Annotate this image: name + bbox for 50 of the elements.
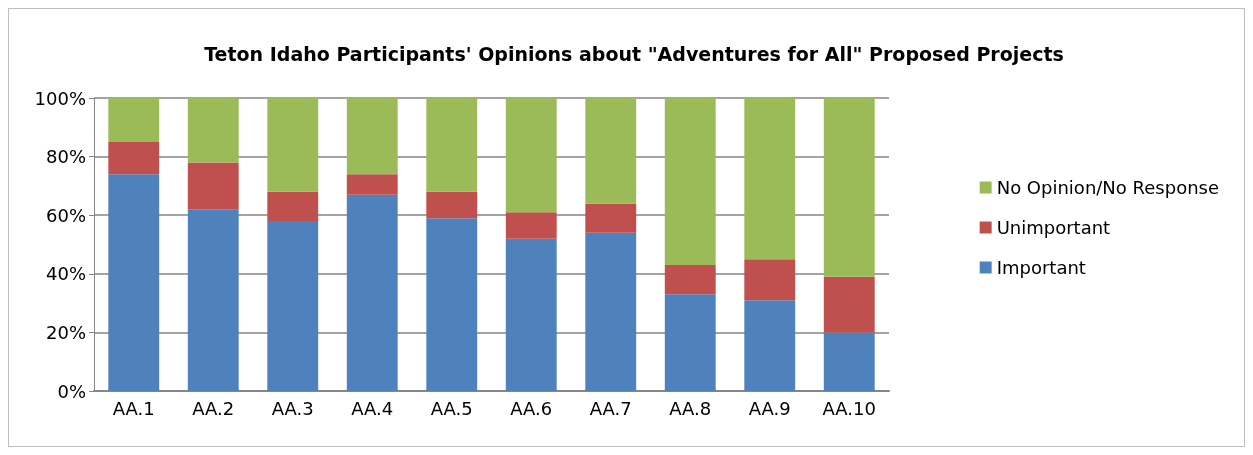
y-tick-label: 60% (45, 204, 86, 226)
bar (346, 194, 398, 391)
bar (505, 238, 557, 391)
bar (267, 98, 319, 192)
bar (744, 300, 796, 391)
bar (505, 98, 557, 213)
bar (585, 98, 637, 204)
y-tick-label: 80% (45, 146, 86, 168)
y-tick-label: 40% (45, 263, 86, 285)
legend-label: Unimportant (996, 217, 1111, 238)
bar (108, 174, 160, 391)
bar (744, 259, 796, 301)
bar (664, 294, 716, 391)
x-tick-label: AA.10 (822, 397, 876, 419)
bar (505, 212, 557, 239)
x-tick-label: AA.4 (351, 397, 394, 419)
bar (585, 203, 637, 233)
bar (664, 98, 716, 266)
x-tick-label: AA.1 (112, 397, 155, 419)
x-tick-label: AA.5 (430, 397, 473, 419)
bar (823, 276, 875, 333)
x-tick-label: AA.3 (271, 397, 314, 419)
chart-title: Teton Idaho Participants' Opinions about "Adventures for All" Proposed Projects (204, 42, 1064, 65)
x-tick-label: AA.6 (510, 397, 553, 419)
bar (187, 209, 239, 391)
x-tick-label: AA.9 (748, 397, 791, 419)
bar (346, 98, 398, 175)
bar (267, 221, 319, 391)
bar (426, 98, 478, 192)
bar (426, 218, 478, 391)
bar (267, 191, 319, 222)
bar (823, 332, 875, 391)
bar (187, 98, 239, 163)
y-tick-label: 0% (57, 380, 86, 402)
y-tick-label: 20% (45, 321, 86, 343)
bar (108, 141, 160, 175)
x-tick-label: AA.2 (192, 397, 235, 419)
bar (585, 232, 637, 391)
legend-label: Important (996, 257, 1086, 278)
bar (744, 98, 796, 260)
x-tick-label: AA.7 (589, 397, 632, 419)
bar (823, 98, 875, 277)
bar (108, 98, 160, 142)
bar (664, 265, 716, 295)
bar (187, 162, 239, 210)
legend-label: No Opinion/No Response (996, 177, 1220, 198)
bar (346, 174, 398, 195)
x-tick-label: AA.8 (669, 397, 712, 419)
y-tick-label: 100% (34, 87, 86, 109)
bar (426, 191, 478, 219)
